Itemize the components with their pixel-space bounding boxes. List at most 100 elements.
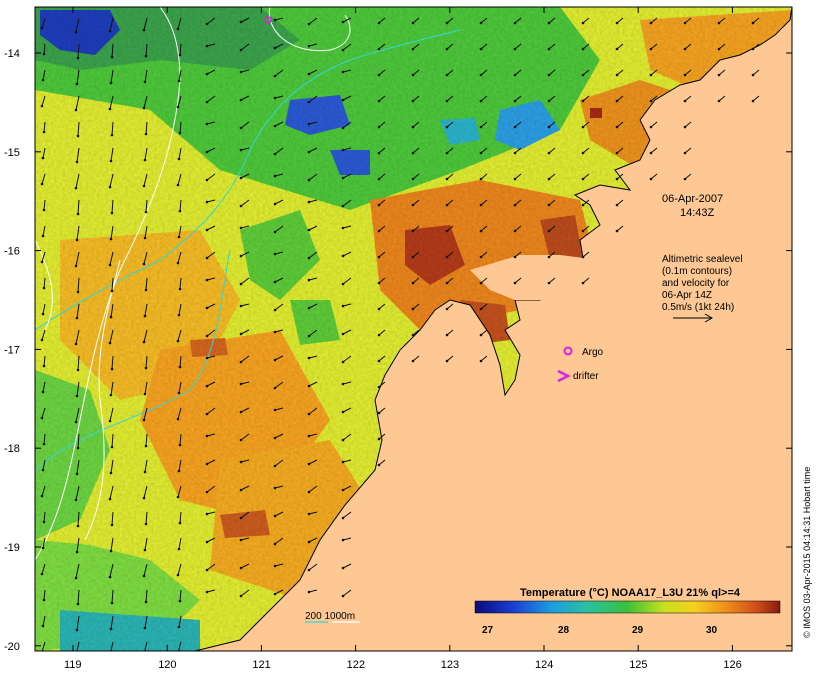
velocity-arrow — [650, 17, 658, 24]
velocity-arrow-head — [239, 48, 243, 52]
lon-tick-label: 126 — [723, 659, 741, 671]
velocity-arrow — [274, 381, 284, 389]
velocity-arrow — [109, 251, 114, 266]
velocity-arrow-head — [205, 540, 209, 544]
velocity-arrow-head — [74, 576, 78, 580]
lat-tick-label: -19 — [4, 542, 20, 554]
velocity-arrow — [177, 95, 182, 108]
velocity-arrow-head — [205, 44, 209, 48]
velocity-arrow-head — [615, 229, 619, 233]
velocity-arrow — [43, 355, 46, 367]
velocity-arrow-head — [239, 410, 243, 414]
velocity-arrow-head — [144, 444, 148, 448]
velocity-arrow-head — [74, 420, 78, 424]
velocity-arrow-head — [176, 261, 180, 265]
velocity-arrow — [274, 303, 284, 311]
velocity-arrow — [206, 355, 216, 359]
velocity-arrow — [308, 121, 318, 125]
velocity-arrow-head — [513, 151, 517, 155]
velocity-arrow — [109, 485, 114, 500]
velocity-arrow — [206, 381, 216, 387]
velocity-arrow — [110, 459, 114, 474]
velocity-arrow — [145, 121, 148, 135]
velocity-arrow — [240, 407, 250, 413]
velocity-arrow — [378, 173, 386, 180]
velocity-arrow-head — [615, 203, 619, 207]
velocity-arrow — [480, 199, 488, 206]
velocity-arrow — [178, 615, 182, 628]
velocity-arrow — [718, 95, 726, 102]
altimetry-line: 0.5m/s (1kt 24h) — [662, 302, 734, 313]
velocity-arrow — [446, 225, 454, 232]
velocity-arrow — [274, 95, 284, 99]
velocity-arrow-head — [205, 122, 209, 126]
velocity-arrow-head — [109, 549, 113, 553]
velocity-arrow — [616, 199, 624, 206]
velocity-arrow — [240, 563, 250, 569]
velocity-arrow-head — [547, 125, 551, 129]
velocity-arrow-head — [273, 408, 277, 412]
velocity-arrow-head — [239, 332, 243, 336]
velocity-arrow — [308, 199, 318, 203]
velocity-arrow-head — [479, 47, 483, 51]
velocity-arrow — [206, 563, 216, 571]
lat-tick-label: -16 — [4, 246, 20, 258]
velocity-arrow-head — [40, 26, 44, 30]
velocity-arrow-head — [751, 73, 755, 77]
velocity-arrow — [42, 537, 46, 549]
velocity-arrow — [144, 69, 148, 83]
velocity-arrow-head — [307, 72, 311, 76]
colorbar-gradient — [474, 600, 781, 614]
velocity-arrow-head — [377, 47, 381, 51]
velocity-arrow-head — [40, 104, 44, 108]
velocity-arrow-head — [205, 384, 209, 388]
velocity-arrow — [240, 173, 250, 179]
velocity-arrow-head — [615, 47, 619, 51]
velocity-arrow-head — [239, 254, 243, 258]
velocity-arrow — [143, 563, 148, 577]
velocity-arrow — [412, 303, 420, 310]
velocity-arrow-head — [683, 125, 687, 129]
velocity-arrow — [111, 43, 114, 58]
velocity-arrow-head — [445, 99, 449, 103]
velocity-arrow-head — [307, 200, 311, 204]
lon-tick-label: 124 — [535, 659, 553, 671]
velocity-arrow-head — [76, 56, 80, 60]
velocity-arrow-head — [75, 655, 78, 658]
velocity-arrow — [77, 511, 80, 527]
velocity-arrow-head — [109, 627, 113, 631]
velocity-arrow — [412, 329, 420, 336]
velocity-arrow-head — [377, 281, 381, 285]
velocity-arrow — [342, 17, 352, 23]
argo-marker — [563, 346, 573, 356]
velocity-arrow-head — [411, 21, 415, 25]
velocity-arrow — [42, 459, 46, 471]
velocity-arrow-head — [41, 546, 45, 550]
velocity-arrow-head — [205, 72, 209, 76]
map-frame — [34, 6, 793, 652]
velocity-arrow — [77, 121, 80, 137]
velocity-arrow-head — [445, 21, 449, 25]
velocity-arrow-head — [143, 653, 146, 656]
velocity-arrow — [378, 17, 386, 24]
velocity-arrow-head — [479, 359, 483, 363]
velocity-arrow — [110, 225, 114, 240]
velocity-arrow-head — [307, 434, 311, 438]
altimetry-line: and velocity for — [662, 278, 730, 289]
velocity-arrow — [342, 381, 352, 385]
velocity-arrow — [480, 355, 488, 362]
velocity-arrow — [446, 303, 454, 310]
lon-tick-label: 121 — [252, 659, 270, 671]
velocity-arrow — [342, 563, 352, 569]
velocity-arrow-head — [513, 47, 517, 51]
velocity-arrow-head — [109, 654, 112, 657]
velocity-arrow-head — [42, 52, 46, 56]
velocity-arrow — [274, 69, 284, 77]
velocity-arrow-head — [110, 289, 114, 293]
velocity-arrow-head — [205, 334, 209, 338]
velocity-arrow-head — [205, 100, 209, 104]
velocity-arrow — [582, 95, 590, 102]
velocity-arrow-head — [178, 209, 182, 213]
velocity-arrow — [412, 173, 420, 180]
velocity-arrow — [111, 121, 114, 136]
